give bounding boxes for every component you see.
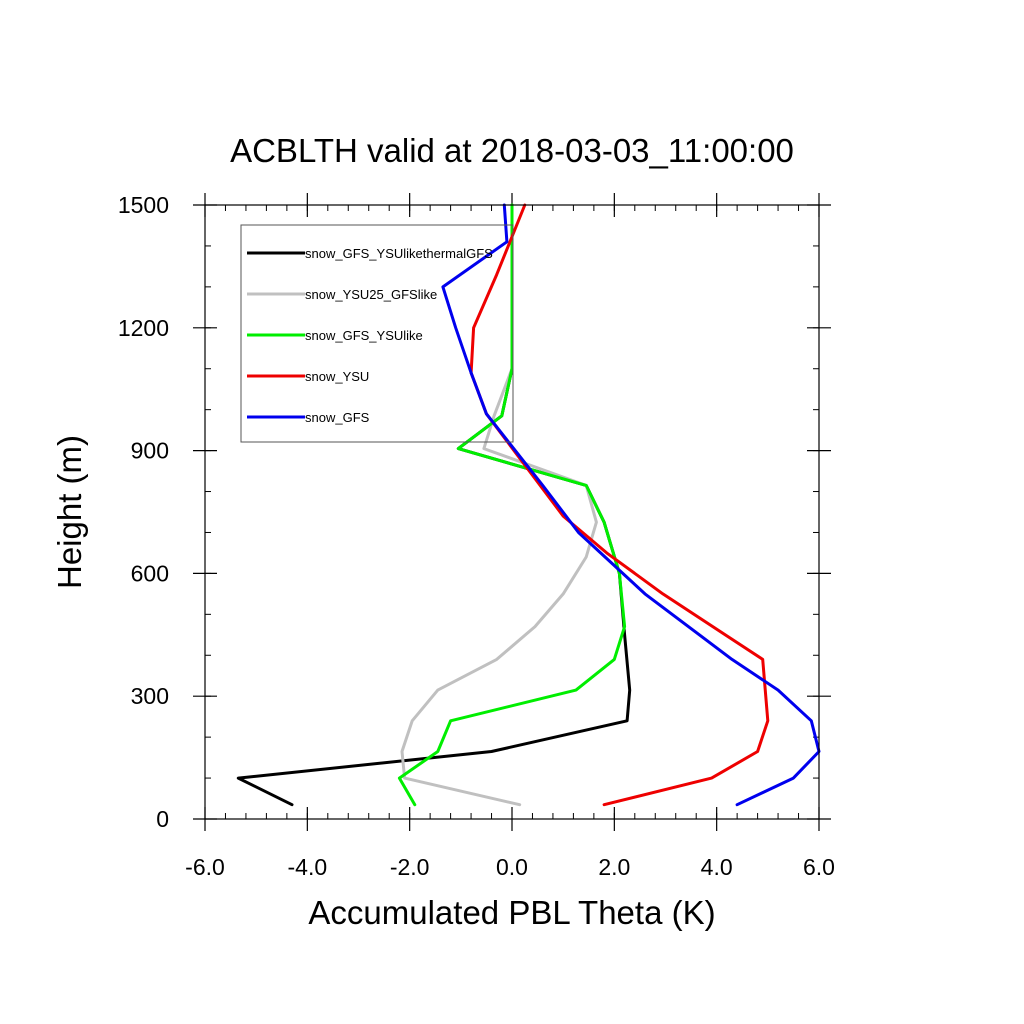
legend-label: snow_YSU25_GFSlike (305, 287, 437, 302)
x-tick-label: -4.0 (288, 854, 328, 880)
y-tick-label: 900 (131, 438, 169, 464)
x-tick-label: 4.0 (701, 854, 733, 880)
legend-box (240, 224, 514, 443)
x-tick-label: -6.0 (185, 854, 225, 880)
legend-label: snow_GFS_YSUlikethermalGFS (305, 246, 493, 261)
x-tick-label: -2.0 (390, 854, 430, 880)
legend-label: snow_GFS_YSUlike (305, 328, 423, 343)
chart-title: ACBLTH valid at 2018-03-03_11:00:00 (230, 132, 794, 169)
x-tick-label: 6.0 (803, 854, 835, 880)
x-tick-label: 0.0 (496, 854, 528, 880)
x-axis-label: Accumulated PBL Theta (K) (308, 894, 715, 931)
series-line (397, 203, 627, 807)
legend: snow_GFS_YSUlikethermalGFS snow_YSU25_GFS… (240, 224, 514, 443)
legend-label: snow_GFS (305, 410, 370, 425)
y-tick-label: 300 (131, 683, 169, 709)
series-lines (236, 203, 821, 807)
series-line (441, 203, 821, 807)
x-tick-label: 2.0 (598, 854, 630, 880)
y-axis-label: Height (m) (51, 435, 88, 589)
y-tick-label: 1200 (118, 315, 169, 341)
y-tick-label: 0 (156, 806, 169, 832)
tick-labels: -6.0 -4.0 -2.0 0.0 2.0 4.0 6.0 0 300 600 900 1200 15… (118, 192, 835, 880)
plot-frame (204, 204, 820, 820)
y-tick-label: 600 (131, 560, 169, 586)
y-tick-label: 1500 (118, 192, 169, 218)
legend-label: snow_YSU (305, 369, 369, 384)
series-line (469, 203, 770, 807)
